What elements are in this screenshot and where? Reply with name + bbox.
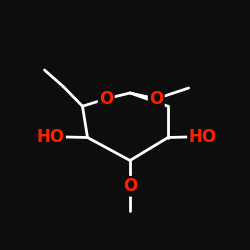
Text: HO: HO xyxy=(188,128,216,146)
Text: O: O xyxy=(99,90,114,108)
Text: O: O xyxy=(149,90,164,108)
Text: O: O xyxy=(123,177,137,195)
Text: HO: HO xyxy=(37,128,65,146)
